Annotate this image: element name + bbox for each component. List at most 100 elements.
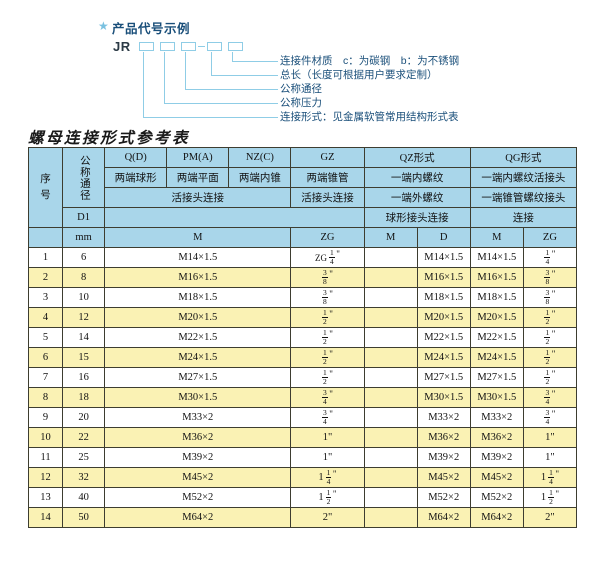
cell-qz-d: M22×1.5 bbox=[416, 327, 471, 348]
leader-horizontal-3 bbox=[185, 89, 278, 90]
cell-qg-zg: 1 2 " bbox=[522, 367, 578, 388]
cell-qz-d: M16×1.5 bbox=[416, 267, 471, 288]
cell-qz-d: M33×2 bbox=[416, 407, 471, 428]
cell-thread-m: M64×2 bbox=[104, 507, 292, 528]
cell-qz-d: M18×1.5 bbox=[416, 287, 471, 308]
table-row: 11 25 M39×2 1" M39×2 M39×2 1" bbox=[27, 447, 578, 468]
cell-qz-d: M45×2 bbox=[416, 467, 471, 488]
cell-qg-m: M39×2 bbox=[469, 447, 524, 468]
table-row: 7 16 M27×1.5 1 2 " M27×1.5 M27×1.5 1 2 " bbox=[27, 367, 578, 388]
cell-qg-m: M30×1.5 bbox=[469, 387, 524, 408]
cell-thread-m: M36×2 bbox=[104, 427, 292, 448]
cell-thread-m: M20×1.5 bbox=[104, 307, 292, 328]
cell-nominal-bore: 40 bbox=[62, 487, 106, 508]
code-note-material: 连接件材质 c：为碳钢 b：为不锈钢 bbox=[280, 55, 460, 67]
cell-thread-m: M14×1.5 bbox=[104, 247, 292, 268]
header-unit-mm: mm bbox=[62, 227, 106, 248]
cell-qg-zg: 3 8 " bbox=[522, 267, 578, 288]
cell-qz-m bbox=[363, 367, 418, 388]
cell-nominal-bore: 15 bbox=[62, 347, 106, 368]
leader-vertical-4 bbox=[164, 52, 165, 104]
cell-thread-m: M45×2 bbox=[104, 467, 292, 488]
cell-qg-zg: 1 1 4 " bbox=[522, 467, 578, 488]
cell-qg-m: M14×1.5 bbox=[469, 247, 524, 268]
cell-qg-m: M52×2 bbox=[469, 487, 524, 508]
cell-seq: 7 bbox=[27, 367, 64, 388]
nut-connection-table: 序 号 公称通径 Q(D) PM(A) NZ(C) GZ QZ形式 QG形式 两… bbox=[27, 147, 578, 528]
cell-qg-m: M16×1.5 bbox=[469, 267, 524, 288]
table-body: 序 号 公称通径 Q(D) PM(A) NZ(C) GZ QZ形式 QG形式 两… bbox=[27, 147, 578, 528]
cell-gz-zg: 3 4 " bbox=[290, 407, 365, 428]
cell-nominal-bore: 22 bbox=[62, 427, 106, 448]
cell-nominal-bore: 14 bbox=[62, 327, 106, 348]
header-ball-joint-qz: 球形接头连接 bbox=[363, 207, 471, 228]
cell-qg-zg: 3 4 " bbox=[522, 387, 578, 408]
code-dash-icon bbox=[198, 46, 205, 47]
cell-qg-zg: 1 2 " bbox=[522, 307, 578, 328]
code-box-3 bbox=[181, 42, 196, 51]
leader-horizontal-2 bbox=[211, 75, 278, 76]
cell-qz-m bbox=[363, 247, 418, 268]
cell-nominal-bore: 25 bbox=[62, 447, 106, 468]
cell-thread-m: M24×1.5 bbox=[104, 347, 292, 368]
header-desc-qd: 两端球形 bbox=[104, 167, 168, 188]
cell-thread-m: M16×1.5 bbox=[104, 267, 292, 288]
header-seq: 序 号 bbox=[27, 147, 64, 228]
cell-gz-zg: 1 1 4 " bbox=[290, 467, 365, 488]
leader-horizontal-4 bbox=[164, 103, 278, 104]
header-ball-joint-qg: 连接 bbox=[469, 207, 578, 228]
table-row: 2 8 M16×1.5 3 8 " M16×1.5 M16×1.5 3 8 " bbox=[27, 267, 578, 288]
code-box-1 bbox=[139, 42, 154, 51]
cell-qg-zg: 3 8 " bbox=[522, 287, 578, 308]
cell-thread-m: M39×2 bbox=[104, 447, 292, 468]
product-code-example: ★ 产品代号示例 JR 连接件材质 c：为碳钢 b：为不锈钢 总长（长度可根据用… bbox=[0, 0, 600, 130]
cell-qz-d: M64×2 bbox=[416, 507, 471, 528]
cell-qg-zg: 2" bbox=[522, 507, 578, 528]
header-unit-seq bbox=[27, 227, 64, 248]
cell-qg-m: M22×1.5 bbox=[469, 327, 524, 348]
cell-thread-m: M30×1.5 bbox=[104, 387, 292, 408]
cell-qz-m bbox=[363, 427, 418, 448]
cell-thread-m: M27×1.5 bbox=[104, 367, 292, 388]
cell-nominal-bore: 10 bbox=[62, 287, 106, 308]
header-code-qg: QG形式 bbox=[469, 147, 578, 168]
leader-vertical-5 bbox=[143, 52, 144, 118]
cell-gz-zg: 1 2 " bbox=[290, 367, 365, 388]
header-unit-zg-gz: ZG bbox=[290, 227, 365, 248]
table-title: 螺母连接形式参考表 bbox=[28, 128, 191, 147]
table-row: 1 6 M14×1.5 ZG 1 4 " M14×1.5 M14×1.5 1 4 " bbox=[27, 247, 578, 268]
cell-qz-d: M30×1.5 bbox=[416, 387, 471, 408]
cell-qz-m bbox=[363, 347, 418, 368]
cell-gz-zg: 1 2 " bbox=[290, 347, 365, 368]
header-blank-left bbox=[104, 207, 365, 228]
table-row: 8 18 M30×1.5 3 4 " M30×1.5 M30×1.5 3 4 " bbox=[27, 387, 578, 408]
cell-seq: 3 bbox=[27, 287, 64, 308]
cell-qz-m bbox=[363, 387, 418, 408]
cell-qz-d: M24×1.5 bbox=[416, 347, 471, 368]
cell-qg-m: M36×2 bbox=[469, 427, 524, 448]
cell-qz-m bbox=[363, 287, 418, 308]
table-row: 3 10 M18×1.5 3 8 " M18×1.5 M18×1.5 3 8 " bbox=[27, 287, 578, 308]
cell-qz-m bbox=[363, 267, 418, 288]
cell-qg-m: M45×2 bbox=[469, 467, 524, 488]
cell-thread-m: M52×2 bbox=[104, 487, 292, 508]
cell-seq: 4 bbox=[27, 307, 64, 328]
table-row: 5 14 M22×1.5 1 2 " M22×1.5 M22×1.5 1 2 " bbox=[27, 327, 578, 348]
cell-qz-m bbox=[363, 327, 418, 348]
code-box-4 bbox=[207, 42, 222, 51]
cell-qg-zg: 1 2 " bbox=[522, 347, 578, 368]
cell-qg-m: M20×1.5 bbox=[469, 307, 524, 328]
cell-qg-zg: 1" bbox=[522, 427, 578, 448]
cell-qg-zg: 1 1 2 " bbox=[522, 487, 578, 508]
header-desc-nzc: 两端内锥 bbox=[228, 167, 292, 188]
cell-seq: 6 bbox=[27, 347, 64, 368]
cell-seq: 9 bbox=[27, 407, 64, 428]
header-desc-gz: 两端锥管 bbox=[290, 167, 365, 188]
table-row: 13 40 M52×2 1 1 2 " M52×2 M52×2 1 1 2 " bbox=[27, 487, 578, 508]
header-desc-qg: 一端内螺纹活接头 bbox=[469, 167, 578, 188]
cell-qz-d: M39×2 bbox=[416, 447, 471, 468]
cell-nominal-bore: 12 bbox=[62, 307, 106, 328]
cell-nominal-bore: 18 bbox=[62, 387, 106, 408]
cell-nominal-bore: 8 bbox=[62, 267, 106, 288]
